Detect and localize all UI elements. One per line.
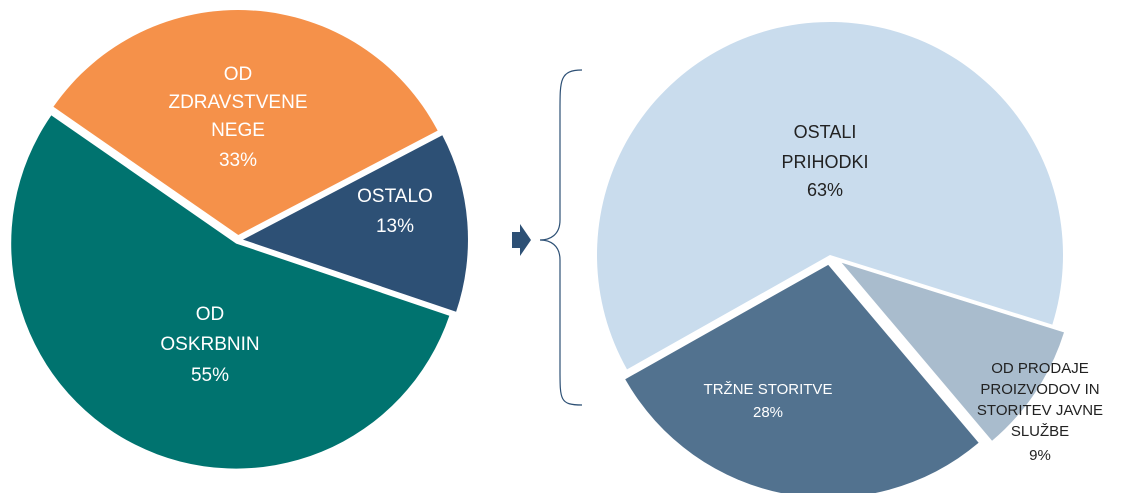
slice-label: OD xyxy=(196,304,225,325)
slice-label: OD PRODAJE xyxy=(991,360,1089,377)
slice-label: PROIZVODOV IN xyxy=(980,381,1099,398)
slice-label: ZDRAVSTVENE xyxy=(168,92,307,113)
slice-label: OD xyxy=(224,64,253,85)
slice-value-label: 55% xyxy=(191,365,229,386)
slice-label: SLUŽBE xyxy=(1011,423,1069,440)
slice-value-label: 13% xyxy=(376,216,414,237)
pie-slice xyxy=(53,10,438,236)
pie-slice xyxy=(11,115,450,469)
slice-label: NEGE xyxy=(211,120,265,141)
slice-value-label: 28% xyxy=(753,404,783,421)
pie-slice xyxy=(242,135,468,312)
pie-slice xyxy=(597,22,1064,370)
pie-slice xyxy=(841,262,1064,441)
pie-slice xyxy=(625,264,979,493)
brace xyxy=(539,69,583,406)
slice-value-label: 9% xyxy=(1029,447,1051,464)
arrow xyxy=(512,224,531,256)
slice-value-label: 63% xyxy=(807,180,843,200)
slice-label: OSKRBNIN xyxy=(160,334,259,355)
slice-label: STORITEV JAVNE xyxy=(977,402,1103,419)
slice-label: OSTALO xyxy=(357,186,433,207)
slice-label: TRŽNE STORITVE xyxy=(704,381,833,398)
slice-label: OSTALI xyxy=(794,122,857,142)
slice-value-label: 33% xyxy=(219,150,257,171)
slice-label: PRIHODKI xyxy=(781,152,868,172)
